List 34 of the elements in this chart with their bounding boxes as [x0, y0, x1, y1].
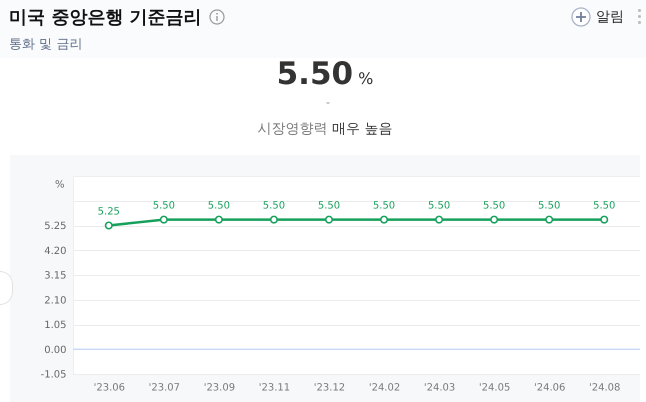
data-label: 5.50 [593, 200, 616, 212]
text: 시장영향력 매우 높음 [256, 120, 394, 138]
data-label: 5.25 [98, 206, 120, 218]
data-label: 5.50 [318, 200, 340, 212]
y-tick-label: 2.10 [44, 295, 66, 306]
y-tick-label: 3.15 [44, 270, 66, 282]
data-label: 5.50 [482, 200, 506, 212]
chart-title: 미국 중앙은행 기준금리 [9, 6, 202, 29]
data-label: 5.50 [262, 200, 286, 212]
x-tick-label: '24.03 [424, 382, 456, 394]
x-tick-label: '24.02 [368, 382, 400, 394]
y-tick-label: 4.20 [44, 246, 66, 257]
y-tick-label: 5.25 [44, 221, 66, 232]
x-tick-label: '24.06 [534, 382, 566, 394]
y-tick-label: 0.00 [44, 344, 66, 356]
x-tick-label: '23.11 [258, 382, 290, 394]
data-label: 5.50 [428, 200, 450, 212]
data-label: 5.50 [538, 200, 560, 212]
x-tick-label: '24.05 [478, 382, 510, 394]
data-label: 5.50 [372, 200, 396, 212]
x-tick-label: '23.07 [148, 382, 180, 394]
y-tick-label: 1.05 [44, 320, 66, 331]
text: 5.50 % [276, 56, 374, 92]
x-tick-label: '23.06 [94, 382, 125, 394]
chart-subtitle: 통화 및 금리 [9, 36, 82, 53]
x-tick-label: '23.09 [204, 382, 236, 394]
y-axis-title: % [54, 180, 64, 190]
text: 알림 [596, 8, 624, 26]
data-label: 5.50 [152, 200, 175, 212]
y-tick-label: -1.05 [40, 370, 66, 380]
x-tick-label: '24.08 [589, 382, 620, 394]
data-label: 5.50 [208, 200, 230, 212]
x-tick-label: '23.12 [314, 382, 346, 394]
text: - [325, 96, 331, 109]
